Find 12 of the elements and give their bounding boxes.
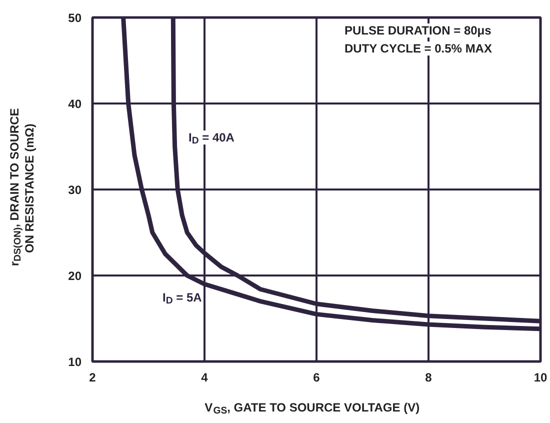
annotation: PULSE DURATION = 80μs (344, 24, 492, 38)
y-tick-label: 20 (68, 269, 82, 283)
x-tick-label: 6 (313, 370, 320, 384)
y-tick-label: 50 (68, 11, 82, 25)
y-tick-label: 30 (68, 183, 82, 197)
y-tick-label: 10 (68, 355, 82, 369)
annotation: DUTY CYCLE = 0.5% MAX (344, 42, 492, 56)
x-tick-label: 8 (425, 370, 432, 384)
x-tick-label: 2 (89, 370, 96, 384)
y-tick-label: 40 (68, 97, 82, 111)
x-tick-label: 10 (534, 370, 548, 384)
x-tick-label: 4 (201, 370, 208, 384)
